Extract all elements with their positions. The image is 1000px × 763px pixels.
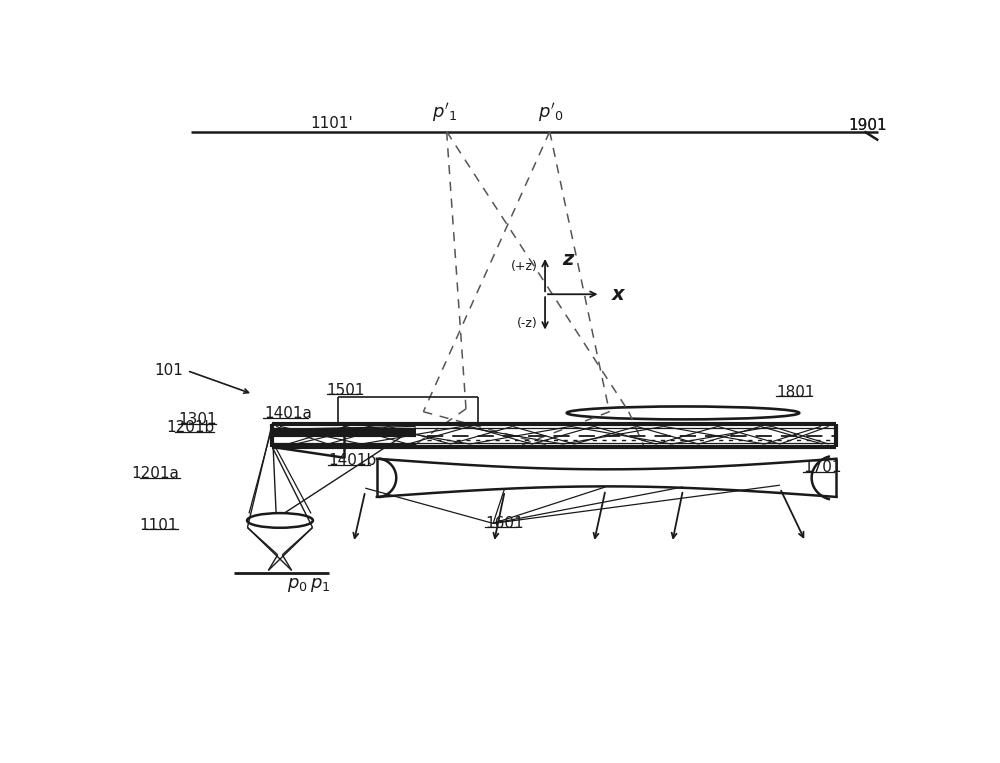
Text: $p_0$: $p_0$ (287, 576, 307, 594)
Text: 1201b: 1201b (166, 420, 214, 435)
Text: 1601: 1601 (485, 516, 524, 531)
Text: z: z (562, 250, 573, 269)
Text: (+z): (+z) (510, 260, 537, 273)
Text: $p'_0$: $p'_0$ (538, 101, 563, 124)
Text: 1101: 1101 (139, 517, 178, 533)
Text: 1901: 1901 (848, 118, 887, 133)
Text: 1301: 1301 (178, 412, 216, 427)
Text: x: x (612, 285, 625, 304)
Text: 1401a: 1401a (264, 406, 312, 421)
Text: 1101': 1101' (311, 117, 353, 131)
Text: 1901: 1901 (848, 118, 887, 133)
Text: 101: 101 (154, 363, 183, 378)
Text: $p'_1$: $p'_1$ (432, 101, 458, 124)
Text: $p_1$: $p_1$ (310, 576, 330, 594)
Text: (-z): (-z) (517, 317, 537, 330)
Text: 1401b: 1401b (328, 453, 376, 468)
Text: 1801: 1801 (776, 385, 814, 400)
Text: 1701: 1701 (803, 460, 842, 475)
Text: 1501: 1501 (326, 382, 365, 398)
Text: 1201a: 1201a (131, 466, 179, 481)
